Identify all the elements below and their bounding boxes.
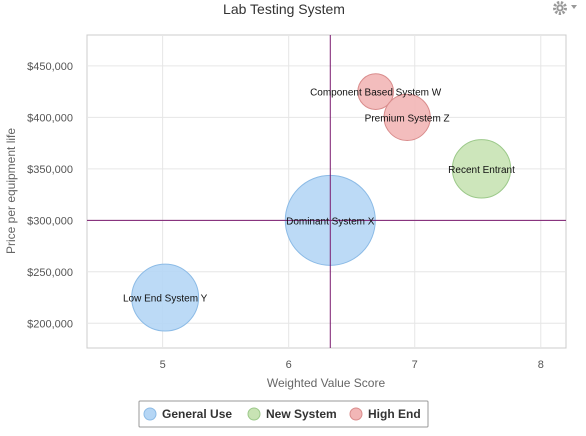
- plot-area: [86, 34, 567, 349]
- legend: General Use New System High End: [138, 400, 429, 428]
- legend-marker: [247, 407, 261, 421]
- y-axis-label: Price per equipment life: [4, 128, 18, 254]
- bubble-label: Dominant System X: [286, 216, 375, 227]
- legend-item[interactable]: General Use: [143, 407, 232, 421]
- bubble[interactable]: [383, 93, 431, 141]
- gear-icon[interactable]: [553, 1, 567, 15]
- legend-label: General Use: [162, 407, 232, 421]
- x-tick-label: 6: [286, 359, 292, 371]
- legend-label: New System: [266, 407, 337, 421]
- legend-marker: [143, 407, 157, 421]
- y-tick-label: $450,000: [27, 61, 73, 73]
- legend-box: [138, 400, 429, 428]
- y-tick-label: $250,000: [27, 267, 73, 279]
- bubble[interactable]: [357, 73, 394, 110]
- x-tick-label: 7: [412, 359, 418, 371]
- bubble[interactable]: [131, 263, 200, 332]
- bubble-label: Low End System Y: [123, 294, 208, 305]
- x-axis-label: Weighted Value Score: [267, 376, 386, 390]
- x-tick-label: 5: [160, 359, 166, 371]
- legend-item[interactable]: High End: [349, 407, 421, 421]
- y-tick-label: $300,000: [27, 215, 73, 227]
- axes: 5 6 7 8 $200,000 $250,000 $300,000 $350,000 $400…: [27, 61, 544, 371]
- bubble-label: Premium System Z: [365, 113, 450, 124]
- bubble-label: Component Based System W: [310, 88, 442, 99]
- bubble-label: Recent Entrant: [448, 165, 515, 176]
- legend-item[interactable]: New System: [247, 407, 337, 421]
- bubble[interactable]: [451, 139, 512, 199]
- legend-label: High End: [368, 407, 421, 421]
- y-tick-label: $350,000: [27, 164, 73, 176]
- chevron-down-icon[interactable]: [571, 5, 577, 9]
- x-tick-label: 8: [538, 359, 544, 371]
- bubble-labels: Dominant System X Low End System Y Recent …: [123, 88, 515, 305]
- y-tick-label: $400,000: [27, 112, 73, 124]
- legend-marker: [349, 407, 363, 421]
- y-tick-label: $200,000: [27, 318, 73, 330]
- bubbles: [131, 73, 512, 332]
- chart-title: Lab Testing System: [223, 1, 345, 17]
- reference-lines: [87, 35, 566, 348]
